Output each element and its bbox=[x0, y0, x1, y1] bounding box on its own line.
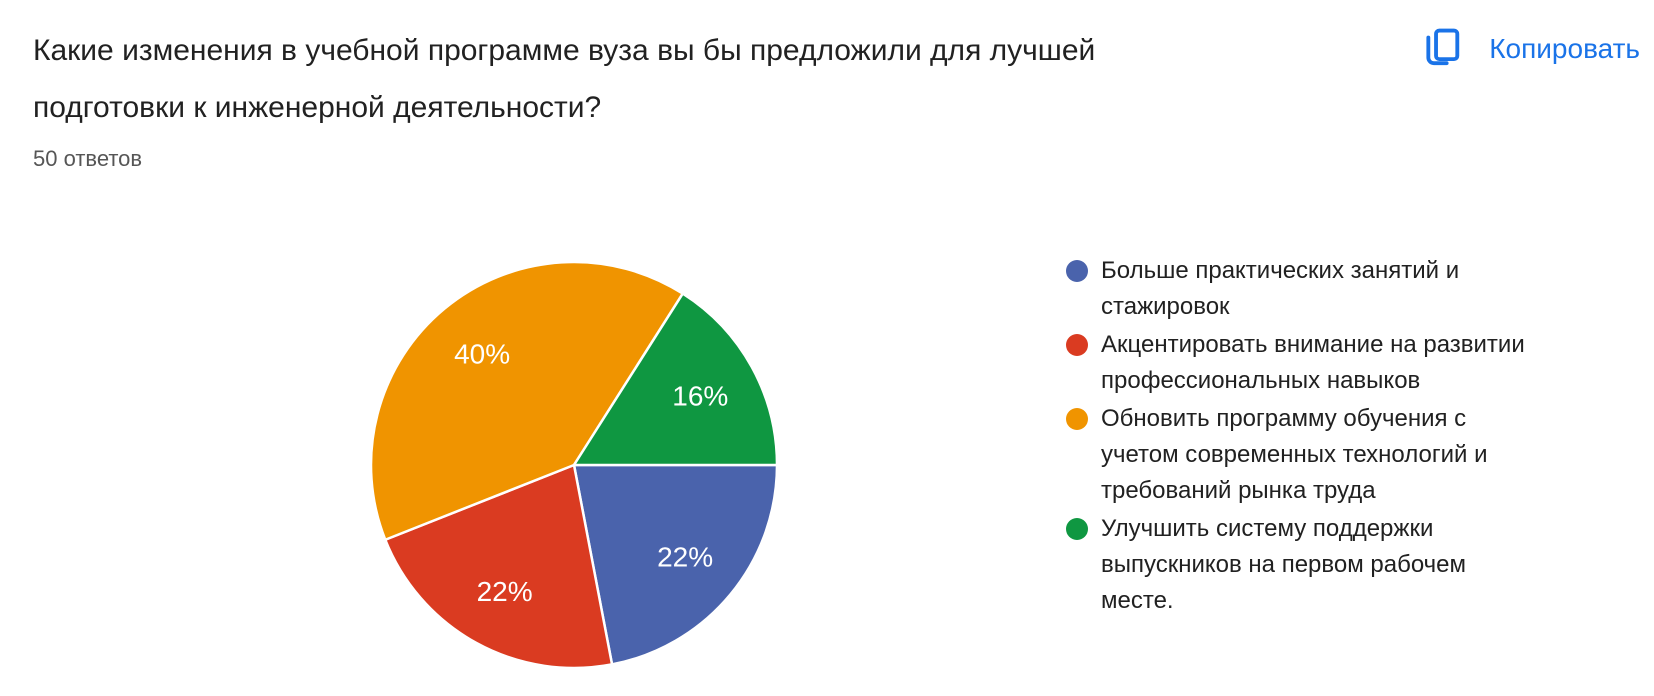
legend-label: Обновить программу обучения с учетом сов… bbox=[1101, 405, 1488, 504]
pie-slice-value-label: 16% bbox=[672, 380, 728, 411]
pie-slice-value-label: 40% bbox=[454, 339, 510, 370]
pie-slice-0[interactable] bbox=[572, 463, 779, 666]
pie-chart: 22% 22% 40% 16% bbox=[369, 260, 779, 670]
legend: Больше практических занятий и стажировок… bbox=[1066, 253, 1556, 619]
pie-slice-1[interactable] bbox=[384, 463, 614, 670]
pie-slice-2[interactable] bbox=[369, 260, 685, 541]
legend-label: Больше практических занятий и стажировок bbox=[1101, 257, 1460, 320]
legend-color-dot bbox=[1066, 518, 1088, 540]
legend-label: Акцентировать внимание на развитии профе… bbox=[1101, 331, 1525, 394]
legend-label: Улучшить систему поддержки выпускников н… bbox=[1101, 515, 1466, 614]
question-title: Какие изменения в учебной программе вуза… bbox=[33, 34, 1096, 124]
copy-icon bbox=[1421, 26, 1465, 71]
legend-color-dot bbox=[1066, 260, 1088, 282]
pie-slice-value-label: 22% bbox=[477, 576, 533, 607]
legend-item-0: Больше практических занятий и стажировок bbox=[1066, 253, 1556, 325]
legend-item-3: Улучшить систему поддержки выпускников н… bbox=[1066, 511, 1556, 619]
legend-item-1: Акцентировать внимание на развитии профе… bbox=[1066, 327, 1556, 399]
legend-item-2: Обновить программу обучения с учетом сов… bbox=[1066, 401, 1556, 509]
legend-color-dot bbox=[1066, 334, 1088, 356]
responses-count: 50 ответов bbox=[33, 146, 143, 171]
pie-slice-3[interactable] bbox=[572, 292, 779, 467]
copy-button[interactable]: Копировать bbox=[1421, 26, 1640, 71]
pie-slice-value-label: 22% bbox=[657, 542, 713, 573]
legend-color-dot bbox=[1066, 408, 1088, 430]
copy-button-label: Копировать bbox=[1489, 32, 1640, 64]
